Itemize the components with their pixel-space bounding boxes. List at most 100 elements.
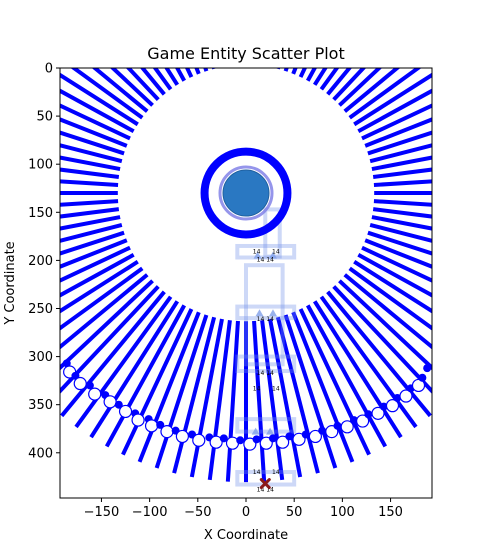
- target-marker: [259, 478, 271, 490]
- small-marker: [253, 251, 262, 259]
- arc-point-open: [259, 436, 273, 450]
- small-marker: [268, 251, 277, 259]
- radial-line: [60, 253, 135, 298]
- radial-line: [60, 279, 154, 371]
- arc-point: [301, 430, 310, 439]
- y-tick-label: 100: [28, 158, 53, 173]
- annotation-label: 14: [272, 469, 280, 476]
- overlay-box: [235, 304, 297, 321]
- radial-line: [357, 253, 432, 298]
- arc-point-open: [243, 437, 257, 451]
- radial-line: [60, 285, 160, 395]
- arc-point-open: [192, 433, 206, 447]
- annotation-label: 14: [272, 249, 280, 256]
- radial-line: [312, 300, 403, 439]
- radial-line: [353, 72, 432, 127]
- radial-line: [189, 318, 224, 478]
- axes: −150 −100 −50 0 50 100 150 0 50 100 150 200 250 300 35…: [28, 62, 403, 521]
- radial-line: [60, 167, 120, 179]
- chart-title: Game Entity Scatter Plot: [147, 44, 344, 63]
- radial-line: [275, 316, 320, 474]
- arc-point-open: [118, 404, 133, 419]
- y-tick-label: 50: [36, 110, 53, 125]
- radial-line: [60, 155, 121, 172]
- radial-line: [125, 68, 160, 101]
- annotation-label: 14: [266, 316, 274, 323]
- arc-point-open: [411, 378, 426, 393]
- arc-point: [364, 410, 373, 419]
- radial-line: [60, 179, 119, 188]
- arc-point-open: [385, 399, 400, 413]
- arc-point: [85, 381, 94, 390]
- radial-line: [343, 68, 401, 113]
- radial-line: [60, 230, 125, 256]
- y-tick-label: 400: [28, 446, 53, 461]
- radial-line: [369, 143, 432, 164]
- x-tick-label: −150: [84, 505, 120, 520]
- arc-point: [156, 420, 165, 429]
- x-tick-label: 0: [242, 505, 250, 520]
- arc-point-open: [356, 414, 370, 428]
- arc-point-open: [371, 406, 385, 420]
- annotation-label: 14: [257, 370, 265, 377]
- arc-point: [62, 359, 71, 368]
- y-axis-label: Y Coordinate: [3, 241, 18, 325]
- radial-line: [283, 314, 338, 469]
- y-tick-label: 0: [45, 62, 53, 77]
- radial-line: [104, 304, 187, 448]
- radial-line: [260, 319, 285, 481]
- radial-line: [172, 316, 217, 474]
- arc-point-open: [276, 435, 290, 449]
- arc-point: [423, 364, 432, 373]
- radial-line: [60, 290, 166, 418]
- overlay-box: [235, 243, 297, 260]
- annotation-label: 14: [266, 486, 274, 493]
- x-tick-label: 150: [378, 505, 403, 520]
- annotation-label: 14: [253, 249, 261, 256]
- radial-line: [60, 260, 139, 314]
- arc-point-open: [160, 425, 174, 439]
- radial-line: [326, 68, 353, 96]
- radial-line: [60, 130, 125, 156]
- annotation-label: 14: [266, 256, 274, 263]
- arc-point: [393, 393, 402, 402]
- annotation-label: 14: [272, 385, 280, 392]
- radial-line: [373, 179, 432, 188]
- arc-point: [418, 373, 427, 382]
- radial-line: [225, 320, 240, 482]
- arc-point-open: [308, 429, 322, 444]
- arc-point: [333, 421, 342, 430]
- radial-line: [291, 311, 355, 463]
- arc-point-open: [209, 435, 223, 449]
- arc-point-open: [340, 420, 354, 434]
- arc-point-open: [144, 419, 159, 433]
- radial-line: [364, 117, 432, 148]
- radial-line: [367, 130, 432, 156]
- arc-point-open: [292, 432, 306, 446]
- radial-line: [91, 68, 149, 113]
- radial-line: [367, 230, 432, 256]
- radial-line: [371, 155, 432, 172]
- y-tick-label: 200: [28, 254, 53, 269]
- annotation-label: 14: [253, 385, 261, 392]
- radial-line: [338, 279, 432, 371]
- arc-point: [268, 434, 277, 443]
- radial-line: [109, 68, 154, 107]
- annotation-label: 14: [257, 486, 265, 493]
- annotation-label: 14: [253, 469, 261, 476]
- radial-line: [60, 266, 144, 331]
- radial-line: [60, 273, 149, 350]
- radial-line: [139, 68, 166, 96]
- arc-point-open: [131, 413, 145, 427]
- radial-line: [361, 245, 432, 283]
- annotation-label: 14: [266, 370, 274, 377]
- arc-point-open: [88, 387, 102, 401]
- y-tick-label: 150: [28, 206, 53, 221]
- annotation-label: 14: [257, 316, 265, 323]
- small-marker: [268, 309, 277, 317]
- radial-line: [60, 215, 121, 231]
- y-tick-label: 250: [28, 302, 53, 317]
- x-tick-label: −100: [132, 505, 168, 520]
